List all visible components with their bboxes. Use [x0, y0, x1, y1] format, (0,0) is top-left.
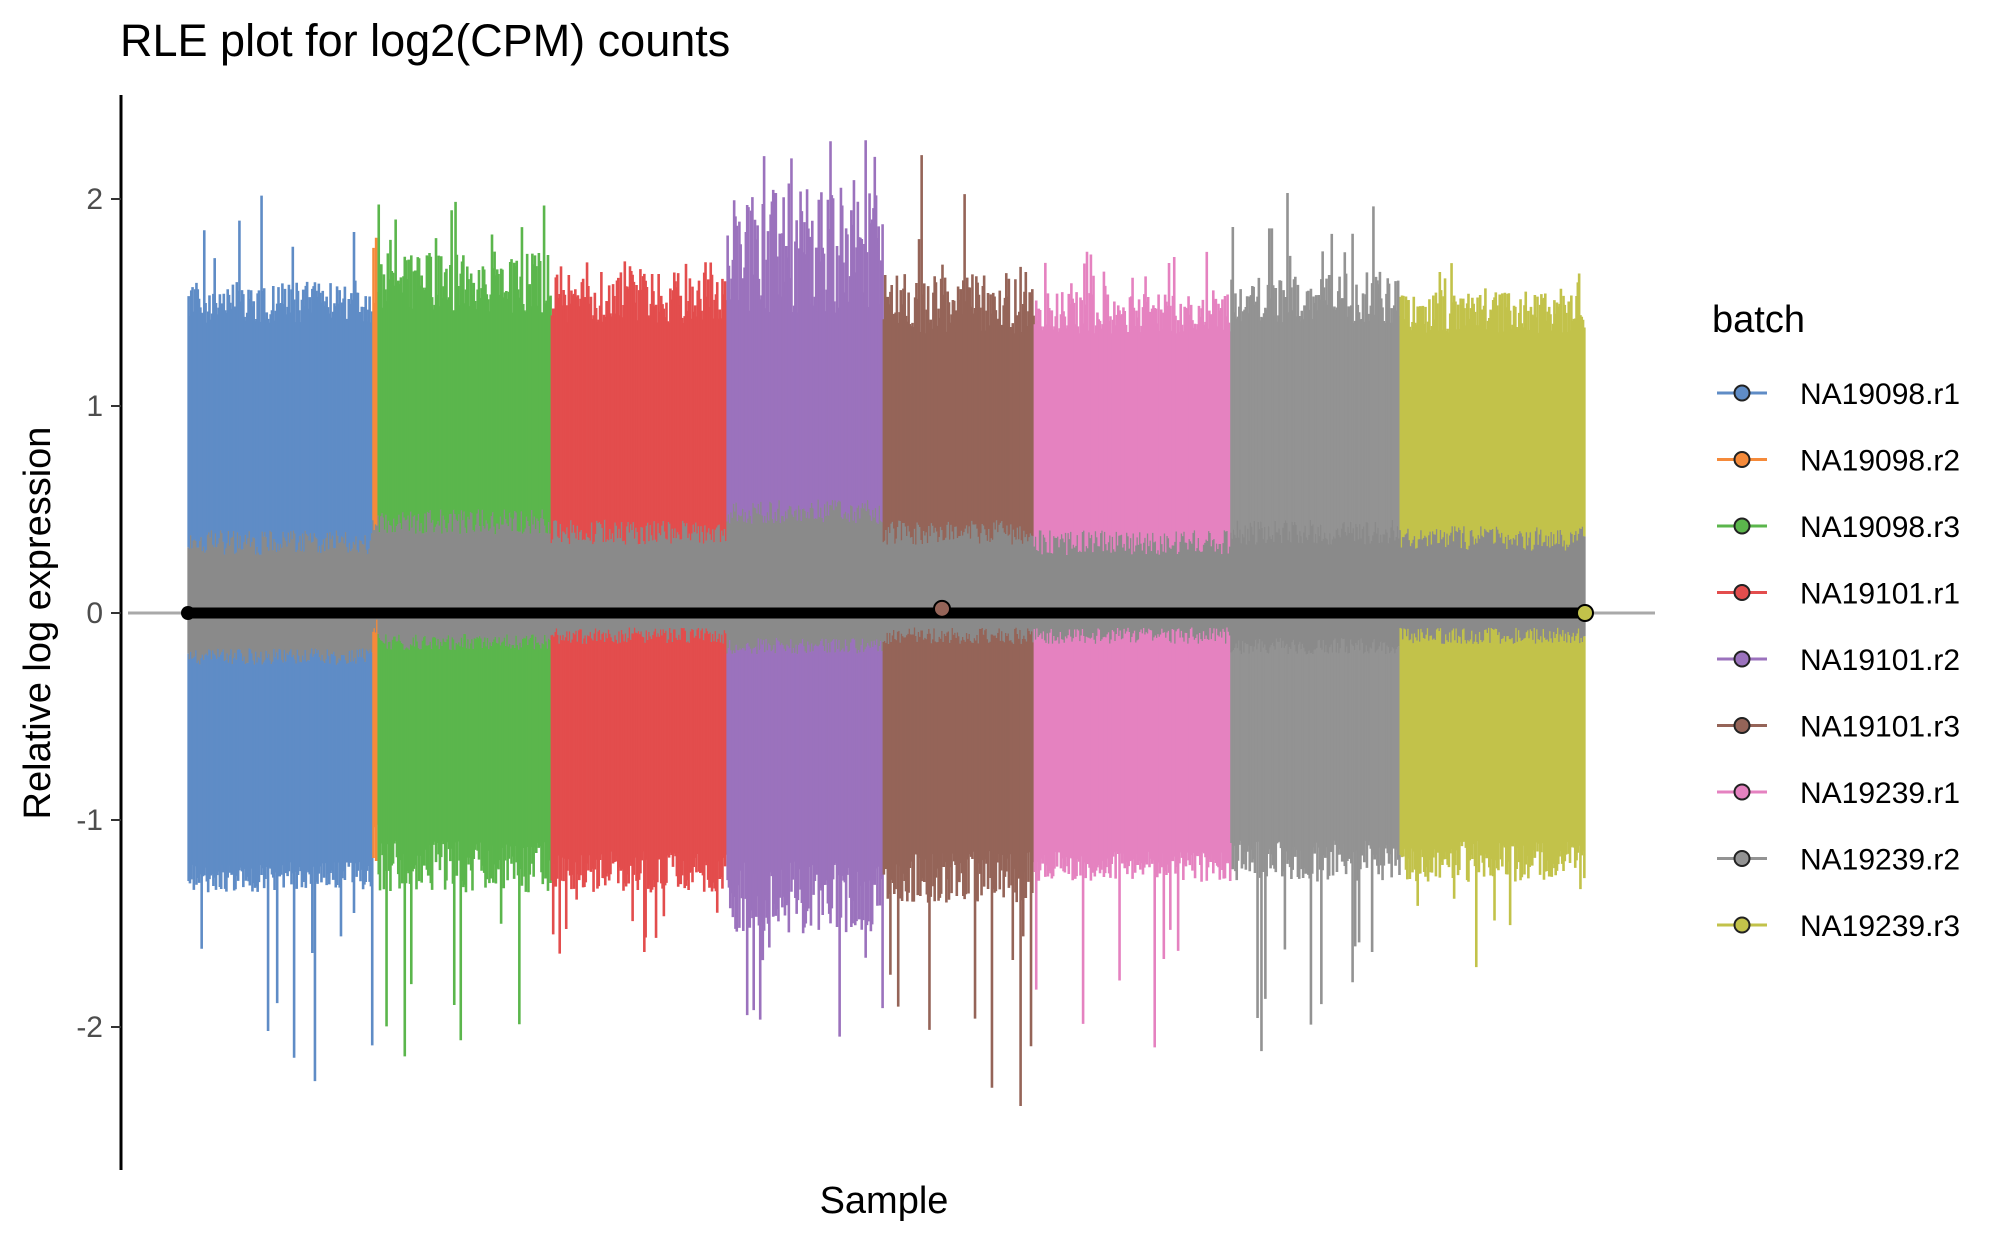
batch-NA19101.r3 — [882, 155, 1035, 1106]
legend-entry: NA19101.r1 — [1717, 578, 1960, 611]
legend-key-dot — [1733, 850, 1751, 867]
sample-boxes — [187, 140, 1586, 1106]
legend-key-dot — [1733, 916, 1751, 934]
legend-label: NA19239.r3 — [1800, 910, 1960, 943]
legend-label: NA19239.r1 — [1800, 777, 1960, 810]
legend-label: NA19101.r3 — [1800, 711, 1960, 744]
legend-entry: NA19098.r1 — [1717, 378, 1960, 411]
batch-NA19101.r2 — [726, 140, 884, 1037]
y-axis-title: Relative log expression — [17, 427, 59, 820]
y-axis-ticks: -2 -1 0 1 2 — [76, 183, 121, 1044]
legend-entry: NA19098.r3 — [1717, 511, 1960, 544]
y-tick-label: 2 — [86, 183, 103, 216]
legend-entry: NA19239.r3 — [1717, 910, 1960, 943]
legend-entries: NA19098.r1 NA19098.r2 NA19098.r3 NA19101.r1… — [1717, 378, 1960, 943]
x-axis-title: Sample — [820, 1180, 949, 1222]
y-tick-label: 1 — [86, 390, 103, 423]
median-point-start — [181, 606, 195, 620]
plot-area — [128, 140, 1655, 1106]
legend-key-dot — [1733, 517, 1751, 535]
batch-NA19239.r3 — [1399, 263, 1586, 968]
y-tick-label: 0 — [86, 597, 103, 630]
chart-title: RLE plot for log2(CPM) counts — [120, 15, 730, 66]
legend-label: NA19098.r1 — [1800, 378, 1960, 411]
legend-entry: NA19239.r2 — [1717, 844, 1960, 877]
batch-NA19098.r2 — [372, 237, 379, 862]
median-point-end — [1576, 604, 1594, 622]
median-line — [181, 599, 1594, 622]
legend-key-dot — [1733, 783, 1751, 801]
batch-NA19098.r1 — [187, 195, 374, 1082]
legend-title: batch — [1712, 299, 1805, 341]
legend-key-dot — [1733, 584, 1751, 601]
legend-entry: NA19239.r1 — [1717, 777, 1960, 810]
median-point-highlight — [933, 599, 951, 618]
legend-label: NA19101.r2 — [1800, 644, 1960, 677]
batch-NA19239.r2 — [1230, 193, 1401, 1052]
legend-label: NA19098.r2 — [1800, 445, 1960, 478]
y-tick-label: -1 — [76, 804, 103, 837]
legend-label: NA19101.r1 — [1800, 578, 1960, 611]
legend-entry: NA19098.r2 — [1717, 445, 1960, 478]
legend-key-dot — [1733, 384, 1751, 402]
legend-key-dot — [1733, 717, 1751, 734]
legend-key-dot — [1733, 650, 1751, 668]
legend-label: NA19239.r2 — [1800, 844, 1960, 877]
batch-NA19101.r1 — [550, 261, 728, 954]
legend-entry: NA19101.r3 — [1717, 711, 1960, 744]
y-tick-label: -2 — [76, 1011, 103, 1044]
legend: batch NA19098.r1NA19098.r2NA19098.r3NA19… — [1712, 299, 1960, 943]
batch-NA19098.r3 — [377, 201, 552, 1057]
legend-entry: NA19101.r2 — [1717, 644, 1960, 677]
legend-label: NA19098.r3 — [1800, 511, 1960, 544]
batch-NA19239.r1 — [1033, 251, 1232, 1048]
legend-key-dot — [1733, 451, 1751, 468]
